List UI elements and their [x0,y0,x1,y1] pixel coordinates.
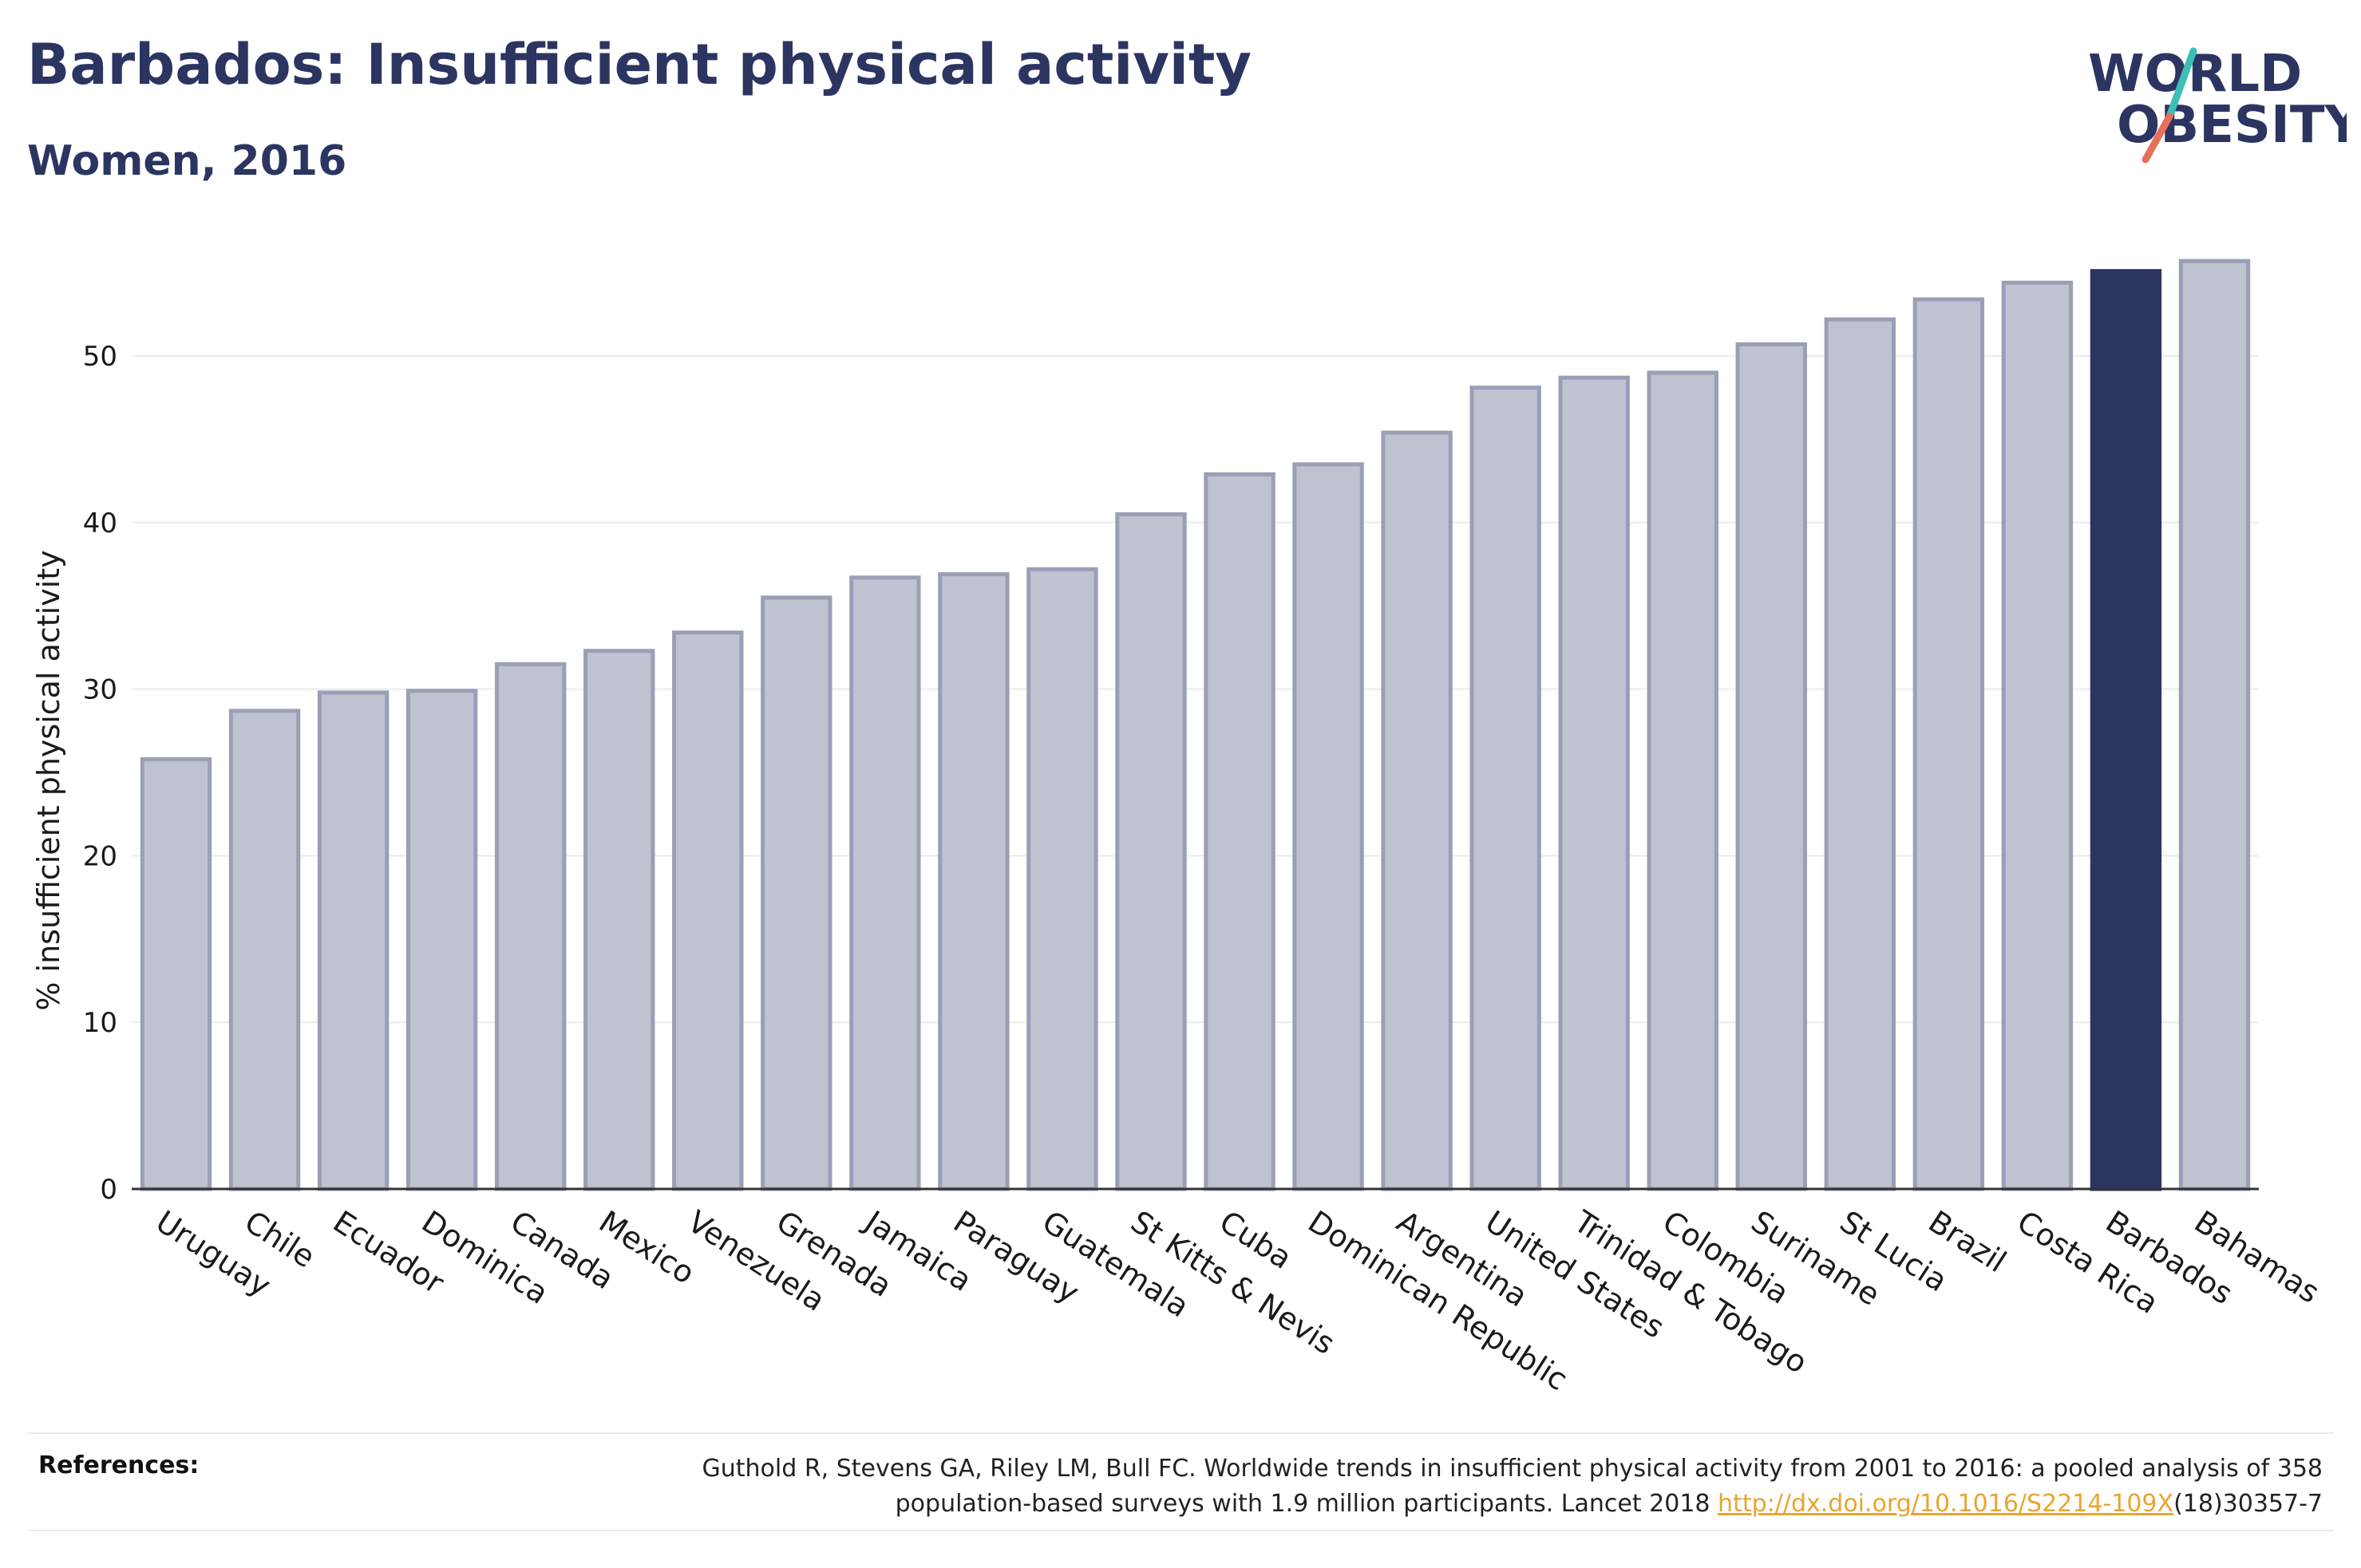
bar-united-states [1469,385,1541,1191]
bar-grenada [761,595,832,1191]
gridlines: 0 10 20 30 40 50 [83,341,2259,1206]
reference-line-2: population-based surveys with 1.9 millio… [895,1490,1718,1518]
bar-chile [228,709,301,1191]
bar-dominican-republic [1292,462,1364,1191]
y-tick-label: 30 [83,674,117,706]
y-tick-label: 20 [83,840,117,872]
bar-suriname [1735,342,1807,1191]
bar-dominica [405,689,478,1191]
bar-paraguay [938,572,1010,1191]
bar-st-lucia [1824,317,1896,1191]
bar-costa-rica [2001,280,2074,1191]
bar-cuba [1204,472,1275,1191]
y-axis-label: % insufficient physical activity [31,550,66,1010]
y-tick-label: 10 [83,1007,117,1039]
bar-canada [494,662,567,1191]
bar-mexico [583,649,655,1191]
bar-venezuela [672,630,744,1191]
world-obesity-logo: WORLD OBESITY [2075,22,2361,174]
bar-brazil [1912,297,1985,1191]
reference-line-1: Guthold R, Stevens GA, Riley LM, Bull FC… [702,1455,2323,1483]
logo-teal-stroke [2165,47,2197,120]
bar-jamaica [849,575,921,1191]
chart-subtitle: Women, 2016 [27,137,347,185]
references-text: Guthold R, Stevens GA, Riley LM, Bull FC… [407,1451,2323,1522]
bar-st-kitts-nevis [1115,511,1187,1191]
y-tick-label: 50 [83,341,117,373]
references-label: References: [38,1451,200,1479]
bar-trinidad-tobago [1558,375,1630,1191]
bar-uruguay [140,756,212,1191]
y-tick-label: 0 [100,1174,117,1206]
bar-argentina [1381,430,1453,1191]
doi-link[interactable]: http://dx.doi.org/10.1016/S2214-109X [1718,1490,2174,1518]
bar-guatemala [1026,567,1098,1191]
chart-title: Barbados: Insufficient physical activity [27,32,1252,97]
references-panel: References: Guthold R, Stevens GA, Riley… [27,1432,2334,1531]
world-obesity-logo-icon: WORLD OBESITY [2088,45,2361,164]
bar-barbados [2090,269,2162,1191]
bar-colombia [1647,370,1718,1191]
bars [140,259,2251,1191]
bar-ecuador [317,690,390,1191]
bar-bahamas [2178,259,2251,1191]
y-tick-label: 40 [83,508,117,539]
reference-line-2-suffix: (18)30357-7 [2173,1490,2323,1518]
logo-coral-stroke [2142,113,2173,164]
